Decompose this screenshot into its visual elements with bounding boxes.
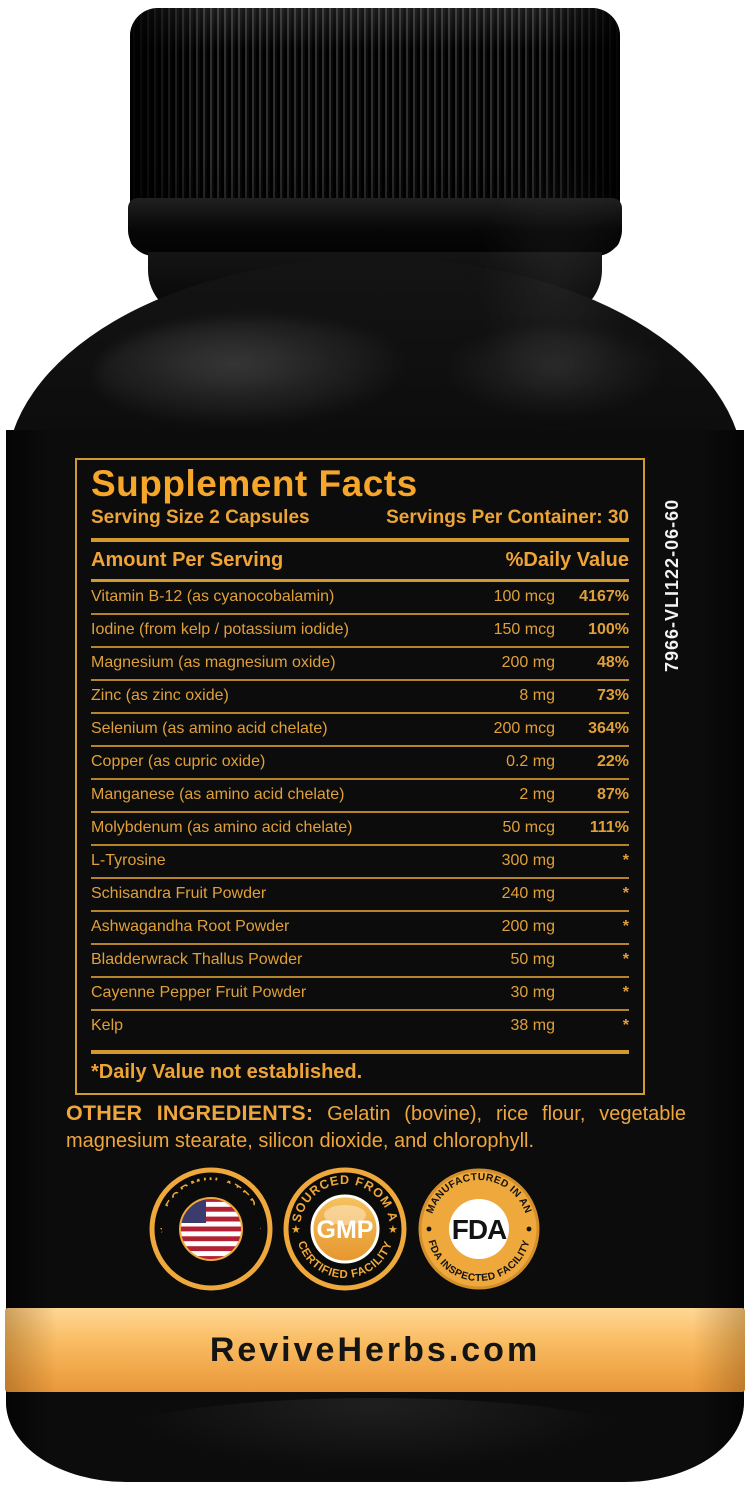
ingredient-daily-value: 48% <box>596 654 629 672</box>
table-row: Iodine (from kelp / potassium iodide) 15… <box>91 615 629 648</box>
table-row: Kelp 38 mg * <box>91 1011 629 1042</box>
table-row: Zinc (as zinc oxide) 8 mg 73% <box>91 681 629 714</box>
table-row: Copper (as cupric oxide) 0.2 mg 22% <box>91 747 629 780</box>
usa-flag-icon <box>162 1180 260 1278</box>
gloss-highlight <box>95 318 425 433</box>
ingredient-amount: 2 mg <box>519 786 555 804</box>
bottle-cap-base <box>128 198 622 256</box>
serving-size: Serving Size 2 Capsules <box>91 506 310 528</box>
ingredient-amount: 200 mg <box>501 654 555 672</box>
ingredient-amount: 50 mg <box>510 951 555 969</box>
ingredient-name: Ashwagandha Root Powder <box>91 918 290 936</box>
gmp-text: GMP <box>317 1216 374 1244</box>
dot-icon <box>426 1226 432 1232</box>
ingredient-name: Manganese (as amino acid chelate) <box>91 786 345 804</box>
ingredient-name: Cayenne Pepper Fruit Powder <box>91 984 307 1002</box>
ingredient-daily-value: * <box>622 951 629 969</box>
table-row: Schisandra Fruit Powder 240 mg * <box>91 879 629 912</box>
ingredient-daily-value: 4167% <box>579 588 629 606</box>
other-ingredients-label: OTHER INGREDIENTS: <box>66 1101 314 1125</box>
gloss-highlight <box>120 1398 630 1470</box>
ingredient-name: Molybdenum (as amino acid chelate) <box>91 819 353 837</box>
gmp-badge: SOURCED FROM A CERTIFIED FACILITY ★ ★ GM… <box>283 1167 407 1291</box>
servings-per-container: Servings Per Container: 30 <box>386 506 629 528</box>
ingredient-amount: 300 mg <box>501 852 555 870</box>
ingredient-amount: 50 mcg <box>502 819 555 837</box>
supplement-facts-title: Supplement Facts <box>91 463 418 504</box>
fda-badge: MANUFACTURED IN AN FDA INSPECTED FACILIT… <box>418 1168 540 1290</box>
website-url: ReviveHerbs.com <box>209 1330 541 1369</box>
ingredient-daily-value: * <box>622 1017 629 1035</box>
supplement-facts-table: Vitamin B-12 (as cyanocobalamin) 100 mcg… <box>91 582 629 1050</box>
ingredient-amount: 240 mg <box>501 885 555 903</box>
ingredient-daily-value: * <box>622 918 629 936</box>
ingredient-name: Schisandra Fruit Powder <box>91 885 267 903</box>
gloss-highlight <box>470 150 640 410</box>
table-row: Cayenne Pepper Fruit Powder 30 mg * <box>91 978 629 1011</box>
ingredient-daily-value: 111% <box>589 819 629 837</box>
usa-badge: FORMULATED IN THE USA ★ ★ <box>149 1167 273 1291</box>
ingredient-name: Iodine (from kelp / potassium iodide) <box>91 621 349 639</box>
ingredient-daily-value: * <box>622 885 629 903</box>
star-icon: ★ <box>388 1223 398 1236</box>
ingredient-daily-value: 73% <box>596 687 629 705</box>
ingredient-daily-value: 87% <box>596 786 629 804</box>
ingredient-daily-value: * <box>622 984 629 1002</box>
table-row: Magnesium (as magnesium oxide) 200 mg 48… <box>91 648 629 681</box>
daily-value-footnote: *Daily Value not established. <box>91 1050 629 1093</box>
ingredient-amount: 100 mcg <box>493 588 555 606</box>
dot-icon <box>526 1226 532 1232</box>
ingredient-name: Zinc (as zinc oxide) <box>91 687 229 705</box>
gloss-highlight <box>430 330 680 425</box>
supplement-facts-panel: Supplement Facts Serving Size 2 Capsules… <box>75 458 645 1095</box>
fda-text: FDA <box>452 1214 507 1245</box>
table-row: Selenium (as amino acid chelate) 200 mcg… <box>91 714 629 747</box>
ingredient-amount: 0.2 mg <box>506 753 555 771</box>
ingredient-daily-value: 364% <box>588 720 629 738</box>
table-row: Vitamin B-12 (as cyanocobalamin) 100 mcg… <box>91 582 629 615</box>
ingredient-amount: 200 mg <box>501 918 555 936</box>
star-icon: ★ <box>291 1223 301 1236</box>
ingredient-daily-value: 22% <box>596 753 629 771</box>
col-amount-per-serving: Amount Per Serving <box>91 548 284 571</box>
fda-seal-icon: FDA <box>449 1199 509 1259</box>
ingredient-daily-value: * <box>622 852 629 870</box>
side-lot-code: 7966-VLI122-06-60 <box>662 498 682 672</box>
other-ingredients: OTHER INGREDIENTS: Gelatin (bovine), ric… <box>66 1100 686 1154</box>
ingredient-amount: 8 mg <box>519 687 555 705</box>
ingredient-name: Kelp <box>91 1017 124 1035</box>
table-row: Ashwagandha Root Powder 200 mg * <box>91 912 629 945</box>
table-header-row: Amount Per Serving %Daily Value <box>91 542 629 582</box>
ingredient-amount: 30 mg <box>510 984 555 1002</box>
ingredient-daily-value: 100% <box>588 621 629 639</box>
ingredient-amount: 38 mg <box>510 1017 555 1035</box>
ingredient-name: Magnesium (as magnesium oxide) <box>91 654 336 672</box>
ingredient-name: Vitamin B-12 (as cyanocobalamin) <box>91 588 335 606</box>
ingredient-name: Selenium (as amino acid chelate) <box>91 720 328 738</box>
table-row: Manganese (as amino acid chelate) 2 mg 8… <box>91 780 629 813</box>
gmp-seal-icon: GMP <box>310 1194 380 1264</box>
ingredient-amount: 150 mcg <box>493 621 555 639</box>
serving-row: Serving Size 2 Capsules Servings Per Con… <box>91 504 629 542</box>
table-row: Bladderwrack Thallus Powder 50 mg * <box>91 945 629 978</box>
ingredient-amount: 200 mcg <box>493 720 555 738</box>
table-row: L-Tyrosine 300 mg * <box>91 846 629 879</box>
col-daily-value: %Daily Value <box>505 548 629 571</box>
ingredient-name: L-Tyrosine <box>91 852 166 870</box>
brand-band: ReviveHerbs.com <box>5 1308 745 1392</box>
ingredient-name: Bladderwrack Thallus Powder <box>91 951 303 969</box>
table-row: Molybdenum (as amino acid chelate) 50 mc… <box>91 813 629 846</box>
certification-badges: FORMULATED IN THE USA ★ ★ <box>0 1166 690 1292</box>
ingredient-name: Copper (as cupric oxide) <box>91 753 266 771</box>
